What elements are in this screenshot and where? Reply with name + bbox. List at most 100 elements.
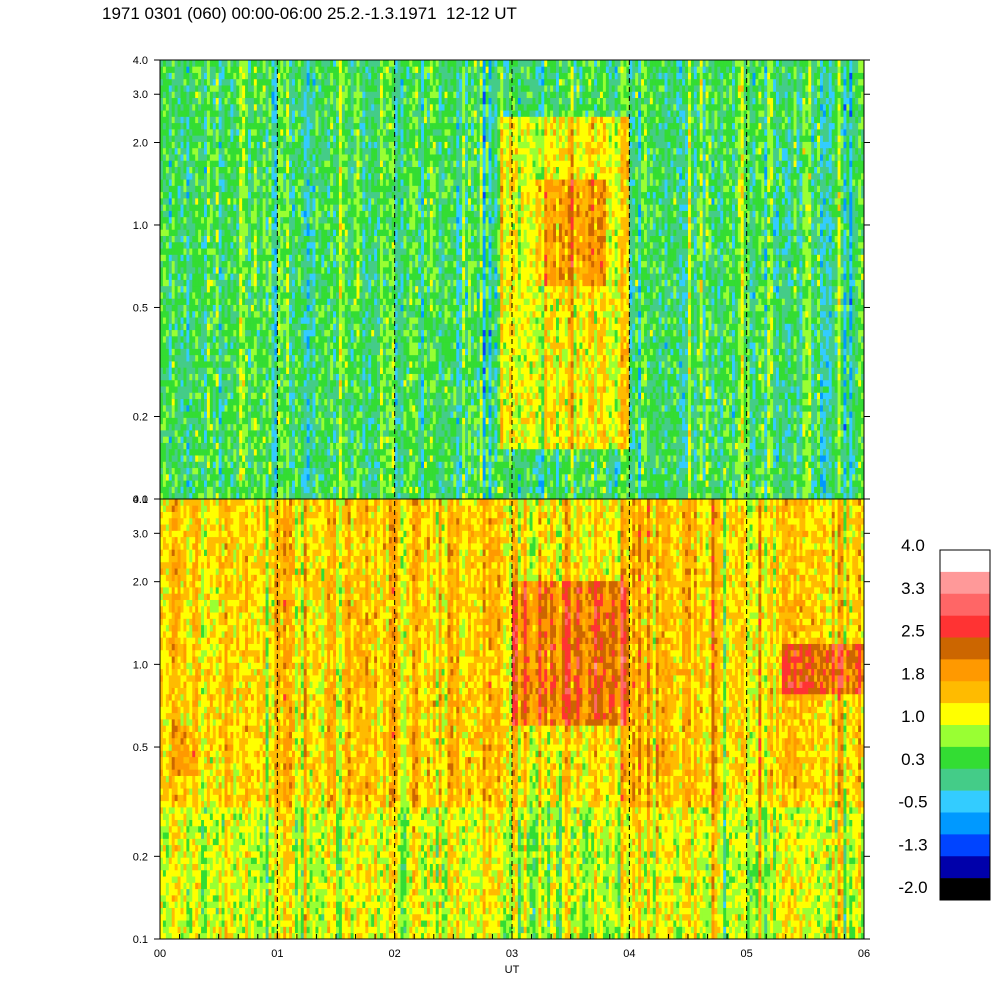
- spectrogram-cell: [198, 97, 202, 105]
- spectrogram-cell: [233, 304, 237, 312]
- spectrogram-cell: [365, 191, 369, 199]
- spectrogram-cell: [327, 210, 331, 218]
- spectrogram-cell: [192, 179, 196, 186]
- spectrogram-cell: [233, 122, 237, 130]
- spectrogram-cell: [160, 461, 164, 469]
- spectrogram-cell: [336, 116, 340, 124]
- spectrogram-cell: [183, 166, 187, 174]
- spectrogram-cell: [356, 141, 360, 149]
- spectrogram-cell: [324, 348, 328, 356]
- spectrogram-cell: [309, 317, 313, 324]
- spectrogram-cell: [306, 298, 310, 305]
- spectrogram-cell: [256, 185, 261, 193]
- spectrogram-cell: [206, 379, 211, 387]
- spectrogram-cell: [221, 310, 225, 318]
- spectrogram-cell: [183, 72, 187, 80]
- spectrogram-cell: [309, 304, 313, 312]
- spectrogram-cell: [356, 110, 360, 117]
- spectrogram-cell: [227, 185, 231, 193]
- spectrogram-cell: [177, 480, 181, 487]
- spectrogram-cell: [283, 430, 287, 437]
- spectrogram-cell: [206, 210, 211, 218]
- spectrogram-cell: [239, 273, 243, 280]
- spectrogram-cell: [242, 386, 246, 393]
- spectrogram-cell: [356, 179, 360, 186]
- spectrogram-cell: [359, 455, 363, 462]
- spectrogram-cell: [201, 354, 205, 362]
- spectrogram-cell: [300, 335, 305, 343]
- spectrogram-cell: [177, 197, 181, 205]
- spectrogram-cell: [201, 141, 205, 149]
- spectrogram-cell: [221, 392, 225, 400]
- spectrogram-cell: [189, 122, 193, 130]
- spectrogram-cell: [233, 480, 237, 487]
- spectrogram-cell: [259, 398, 264, 406]
- spectrogram-cell: [341, 60, 346, 67]
- spectrogram-cell: [294, 367, 299, 374]
- spectrogram-cell: [309, 367, 313, 374]
- spectrogram-cell: [268, 147, 272, 155]
- spectrogram-cell: [286, 448, 290, 456]
- spectrogram-cell: [242, 266, 246, 274]
- spectrogram-cell: [236, 442, 240, 450]
- spectrogram-cell: [206, 166, 211, 174]
- spectrogram-cell: [271, 128, 275, 136]
- spectrogram-cell: [344, 304, 349, 312]
- spectrogram-cell: [183, 97, 187, 105]
- spectrogram-cell: [294, 361, 299, 368]
- spectrogram-cell: [227, 191, 231, 199]
- spectrogram-cell: [362, 273, 366, 280]
- spectrogram-cell: [274, 141, 278, 149]
- spectrogram-cell: [271, 492, 275, 499]
- spectrogram-cell: [259, 335, 264, 343]
- spectrogram-cell: [180, 323, 184, 331]
- spectrogram-cell: [242, 342, 246, 349]
- spectrogram-cell: [215, 223, 220, 230]
- spectrogram-cell: [365, 273, 369, 280]
- spectrogram-cell: [262, 122, 266, 130]
- spectrogram-cell: [297, 354, 302, 362]
- spectrogram-cell: [341, 135, 346, 142]
- spectrogram-cell: [271, 323, 275, 331]
- spectrogram-cell: [221, 135, 225, 142]
- spectrogram-cell: [171, 430, 176, 437]
- spectrogram-cell: [171, 373, 176, 381]
- spectrogram-cell: [224, 442, 228, 450]
- spectrogram-cell: [362, 448, 366, 456]
- spectrogram-cell: [189, 154, 193, 161]
- spectrogram-cell: [177, 473, 181, 481]
- spectrogram-cell: [365, 436, 369, 443]
- spectrogram-cell: [265, 248, 269, 255]
- spectrogram-cell: [268, 480, 272, 487]
- spectrogram-cell: [168, 492, 173, 499]
- spectrogram-cell: [347, 417, 352, 425]
- spectrogram-cell: [256, 154, 261, 161]
- spectrogram-cell: [303, 361, 308, 368]
- spectrogram-cell: [218, 329, 222, 337]
- spectrogram-cell: [330, 248, 334, 255]
- spectrogram-cell: [300, 442, 305, 450]
- spectrogram-cell: [289, 279, 293, 287]
- spectrogram-cell: [183, 191, 187, 199]
- spectrogram-cell: [280, 480, 284, 487]
- spectrogram-cell: [250, 486, 255, 494]
- spectrogram-cell: [333, 298, 337, 305]
- spectrogram-cell: [359, 317, 363, 324]
- spectrogram-cell: [195, 160, 199, 168]
- spectrogram-cell: [230, 417, 234, 425]
- spectrogram-cell: [274, 436, 278, 443]
- spectrogram-cell: [183, 492, 187, 499]
- spectrogram-cell: [165, 235, 170, 243]
- spectrogram-cell: [362, 248, 366, 255]
- spectrogram-cell: [204, 473, 208, 481]
- spectrogram-cell: [336, 210, 340, 218]
- spectrogram-cell: [250, 467, 255, 475]
- spectrogram-cell: [212, 254, 217, 262]
- spectrogram-cell: [224, 97, 228, 105]
- spectrogram-cell: [174, 103, 178, 111]
- spectrogram-cell: [215, 191, 220, 199]
- spectrogram-cell: [330, 404, 334, 412]
- spectrogram-cell: [350, 166, 354, 174]
- spectrogram-cell: [195, 442, 199, 450]
- spectrogram-cell: [338, 285, 343, 293]
